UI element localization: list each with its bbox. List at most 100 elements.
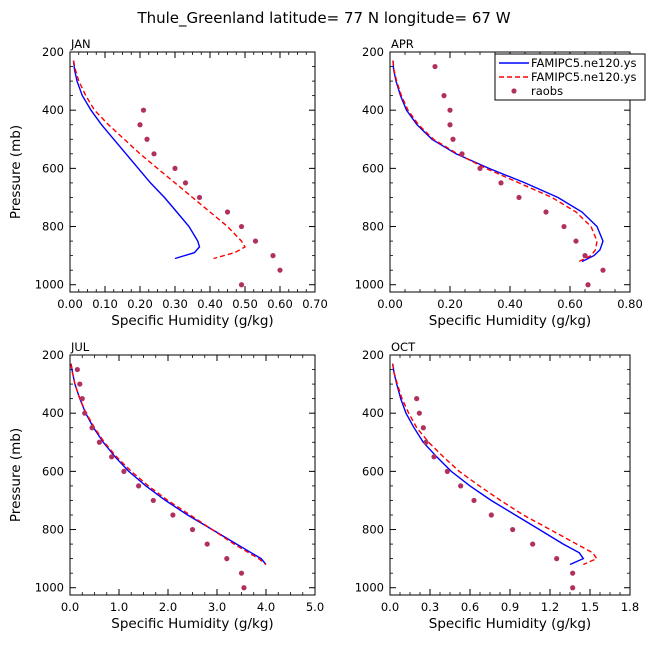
legend-label: FAMIPC5.ne120.ys: [531, 70, 636, 84]
x-tick-label: 0.00: [377, 297, 403, 311]
series-group: [72, 60, 246, 260]
raobs-point: [543, 209, 549, 215]
x-tick-label: 1.2: [541, 600, 559, 614]
raobs-point: [277, 267, 283, 273]
x-tick-label: 1.0: [110, 600, 128, 614]
raobs-point: [554, 556, 560, 562]
raobs-point: [561, 223, 567, 230]
raobs-point: [570, 585, 576, 591]
x-axis-label: Specific Humidity (g/kg): [429, 616, 591, 632]
x-tick-label: 0.00: [57, 297, 83, 311]
raobs-point: [196, 194, 203, 201]
panel-jan: 0.00 0.10 0.20 0.30 0.40 0.50 0.60 0.70 200 400 60…: [8, 37, 328, 329]
y-tick-label: 200: [362, 348, 384, 362]
raobs-point: [241, 585, 247, 591]
raobs-point: [416, 410, 422, 416]
x-tick-label: 0.80: [617, 297, 643, 311]
series-line-dashed: [392, 60, 598, 263]
y-tick-label: 600: [362, 161, 384, 175]
raobs-point: [109, 454, 115, 460]
raobs-point: [182, 180, 189, 186]
panel-title: JUL: [70, 340, 90, 354]
y-tick-label: 1000: [35, 581, 64, 595]
x-axis-label: Specific Humidity (g/kg): [111, 313, 273, 329]
panel-apr: 0.00 0.20 0.40 0.60 0.80 200 400 600 800 1000 APR S…: [355, 37, 643, 329]
y-tick-label: 600: [42, 464, 64, 478]
x-tick-label: 1.8: [621, 600, 639, 614]
y-axis-label: Pressure (mb): [8, 125, 24, 219]
panel-title: JAN: [70, 37, 91, 51]
x-tick-label: 5.0: [306, 600, 324, 614]
series-line-dashed: [70, 363, 267, 566]
series-line-solid: [72, 60, 201, 260]
raobs-point: [252, 238, 259, 244]
plot-frame: [69, 51, 316, 293]
plot-frame: [69, 354, 316, 596]
x-axis-label: Specific Humidity (g/kg): [111, 616, 273, 632]
x-tick-label: 2.0: [159, 600, 177, 614]
raobs-point: [585, 282, 591, 288]
x-tick-label: 3.0: [208, 600, 226, 614]
raobs-point: [444, 468, 450, 474]
x-tick-label: 0.20: [127, 297, 153, 311]
raobs-point: [82, 410, 88, 416]
raobs-point: [170, 512, 176, 518]
raobs-point: [74, 366, 80, 373]
x-tick-label: 0.60: [557, 297, 583, 311]
raobs-point: [432, 63, 438, 70]
raobs-point: [447, 107, 453, 113]
raobs-point: [172, 165, 178, 171]
series-line-dashed: [72, 60, 246, 260]
raobs-point: [431, 454, 437, 460]
series-line-solid: [392, 363, 585, 566]
raobs-point: [150, 497, 156, 504]
x-tick-label: 0.40: [197, 297, 223, 311]
series-line-dashed: [392, 363, 598, 566]
x-tick-label: 0.10: [92, 297, 118, 311]
y-tick-label: 400: [362, 406, 384, 420]
series-group: [70, 363, 267, 566]
x-tick-label: 0.30: [162, 297, 188, 311]
raobs-point: [423, 439, 429, 445]
plot-frame: [389, 354, 631, 596]
x-tick-label: 1.5: [581, 600, 599, 614]
y-tick-label: 800: [362, 523, 384, 537]
raobs-point: [238, 570, 245, 576]
raobs-point: [471, 497, 477, 504]
x-tick-label: 0.70: [302, 297, 328, 311]
raobs-point: [270, 253, 276, 259]
y-tick-label: 600: [362, 464, 384, 478]
raobs-point: [79, 396, 85, 402]
raobs-point: [600, 267, 606, 273]
raobs-point: [89, 425, 95, 431]
x-tick-label: 0.3: [421, 600, 439, 614]
raobs-point: [414, 396, 420, 402]
raobs-point: [516, 194, 522, 201]
raobs-point: [573, 238, 579, 244]
raobs-point: [458, 483, 464, 489]
raobs-point: [582, 253, 588, 259]
raobs-point: [570, 570, 576, 576]
x-tick-label: 0.0: [381, 600, 399, 614]
panels: 0.00 0.10 0.20 0.30 0.40 0.50 0.60 0.70 200 400 60…: [8, 37, 643, 632]
y-tick-label: 1000: [355, 278, 384, 292]
raobs-point: [77, 381, 83, 387]
y-tick-label: 200: [362, 45, 384, 59]
raobs-point: [140, 107, 147, 113]
series-line-solid: [392, 60, 604, 263]
y-axis-label: Pressure (mb): [8, 428, 24, 522]
raobs-point: [447, 122, 453, 128]
raobs-point: [136, 483, 142, 489]
raobs-point: [498, 180, 504, 186]
y-tick-label: 800: [42, 523, 64, 537]
raobs-point: [224, 556, 230, 562]
y-tick-label: 400: [42, 406, 64, 420]
y-tick-label: 1000: [355, 581, 384, 595]
x-tick-label: 0.0: [61, 600, 79, 614]
raobs-point: [477, 165, 483, 171]
panel-title: APR: [391, 37, 414, 51]
raobs-point: [420, 425, 426, 431]
x-tick-label: 4.0: [257, 600, 275, 614]
panel-jul: 0.0 1.0 2.0 3.0 4.0 5.0 200 400 600 800 1000 JUL Spe…: [8, 340, 324, 632]
raobs-point: [459, 151, 465, 157]
